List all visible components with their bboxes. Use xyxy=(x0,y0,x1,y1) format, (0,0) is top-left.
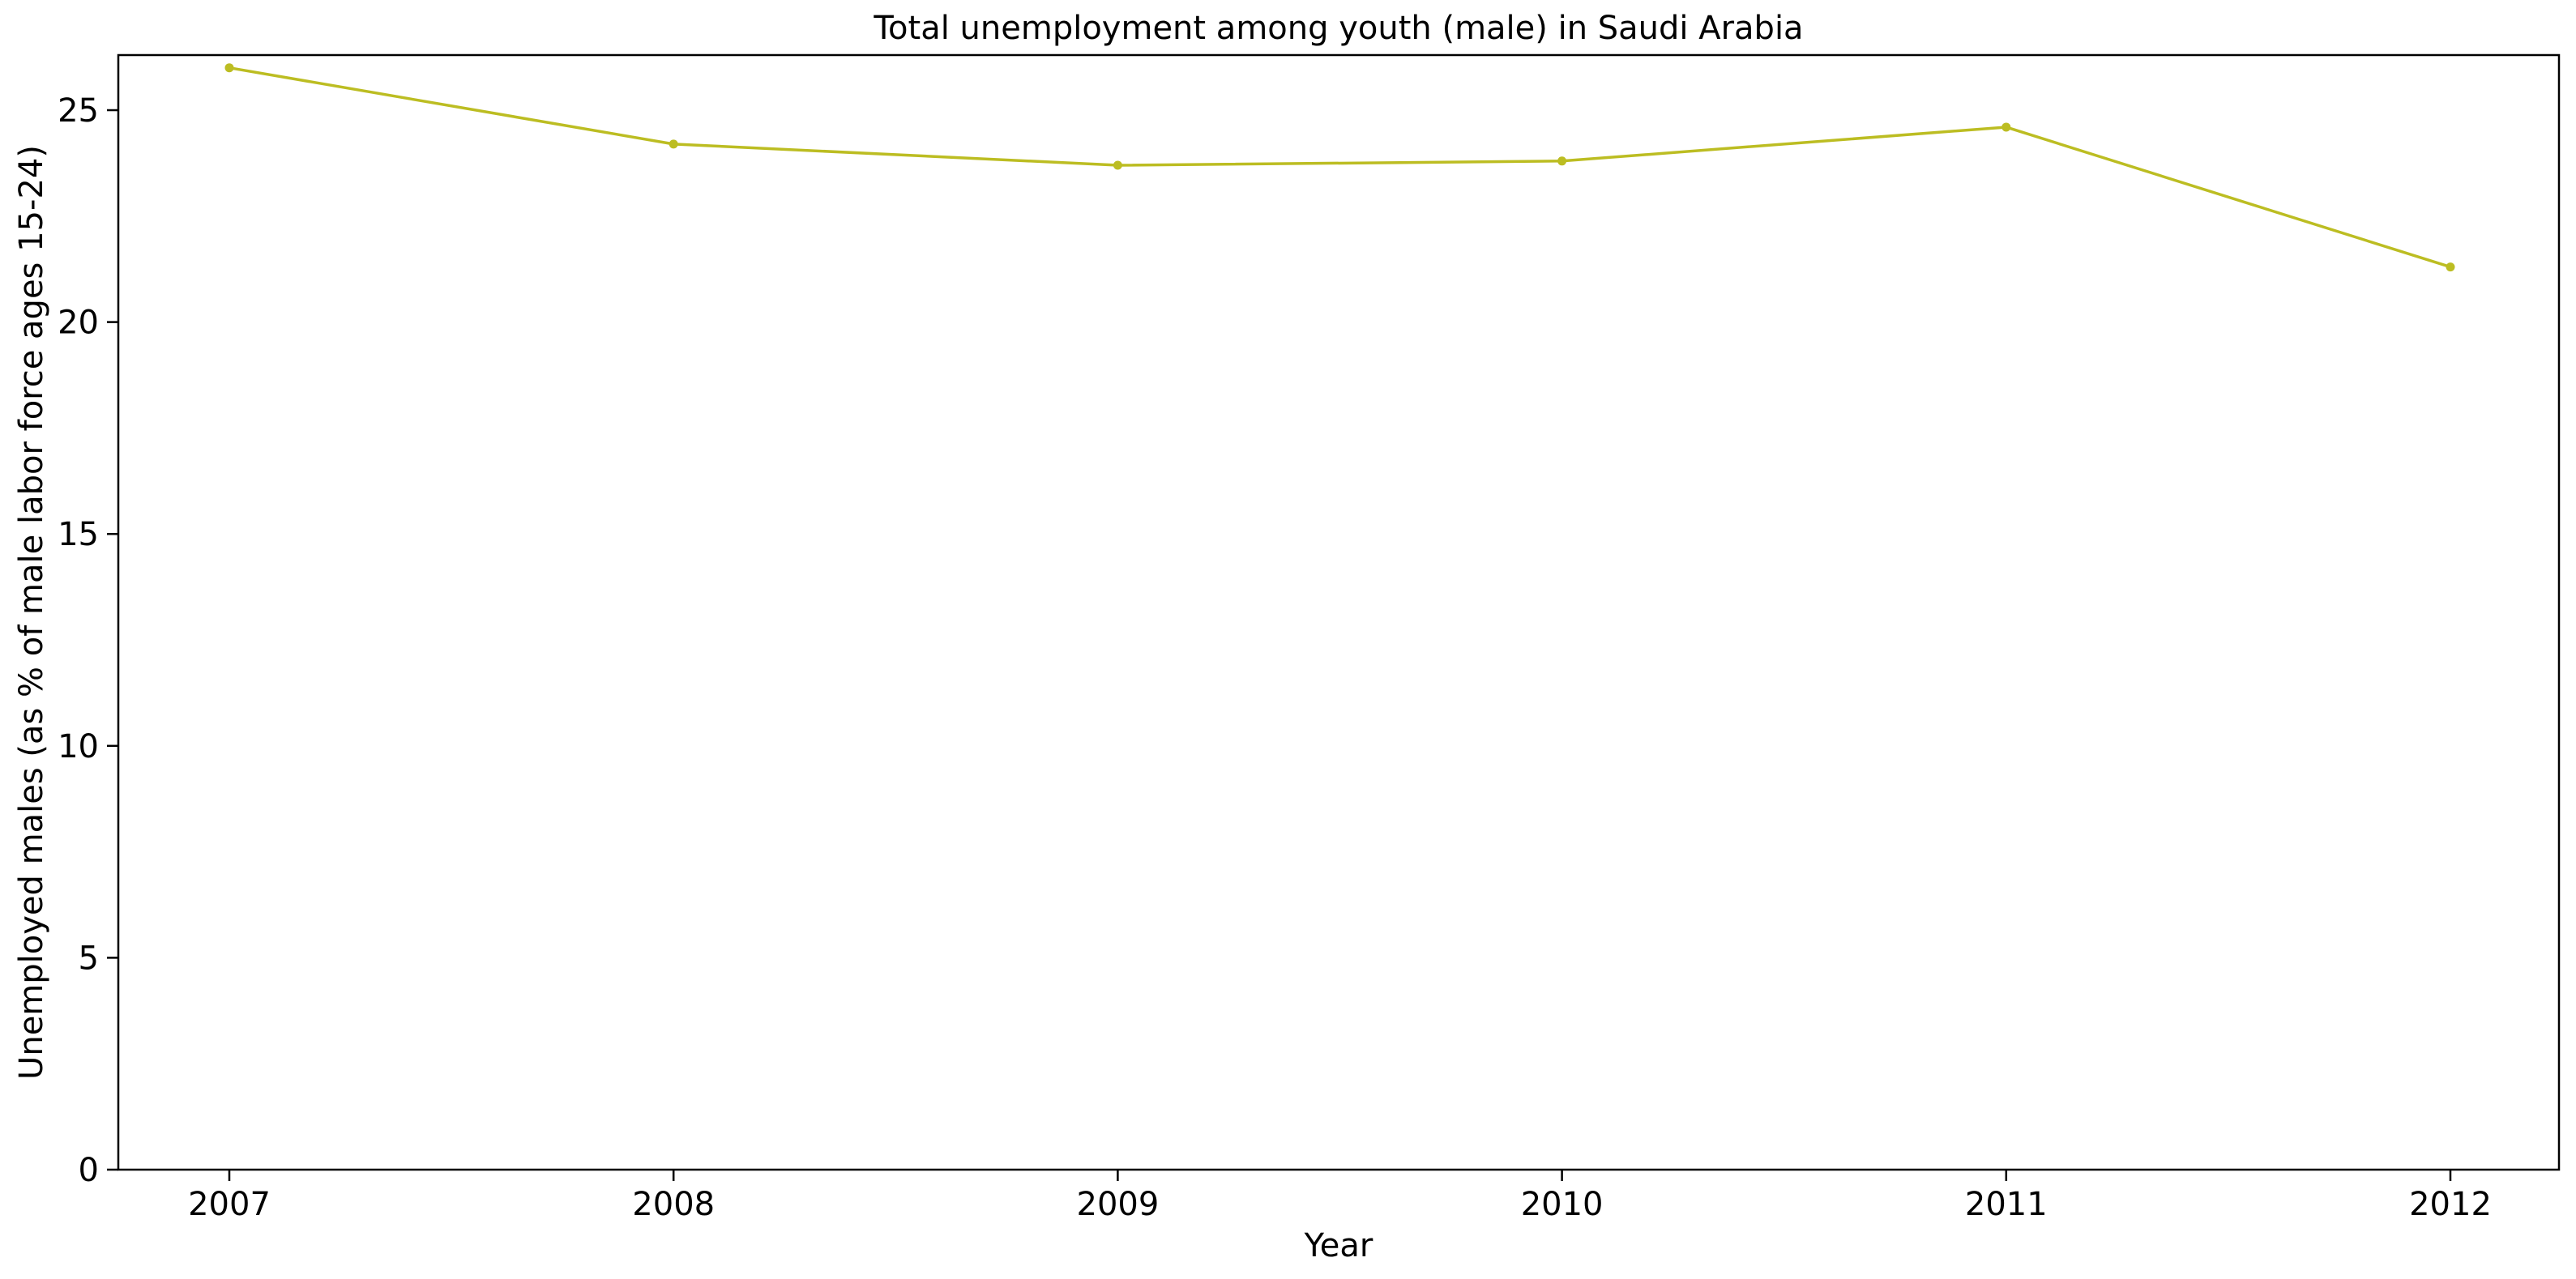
y-tick-label: 0 xyxy=(79,1152,99,1189)
x-tick-label: 2007 xyxy=(188,1186,271,1223)
series-layer xyxy=(224,63,2455,272)
x-tick-label: 2011 xyxy=(1965,1186,2048,1223)
plot-area xyxy=(117,53,2561,1171)
y-tick-label: 25 xyxy=(58,92,99,130)
x-tick-label: 2008 xyxy=(632,1186,715,1223)
data-point xyxy=(669,139,678,149)
x-tick-label: 2009 xyxy=(1077,1186,1160,1223)
y-axis-label: Unemployed males (as % of male labor for… xyxy=(13,145,50,1080)
x-axis-label: Year xyxy=(1304,1227,1373,1264)
x-axis: 2007 2008 2009 2010 2011 2012 xyxy=(188,1170,2492,1223)
data-point xyxy=(2001,122,2011,132)
data-point xyxy=(1113,160,1122,170)
x-tick-label: 2010 xyxy=(1521,1186,1604,1223)
data-point xyxy=(224,63,234,73)
data-point xyxy=(2446,262,2455,272)
y-tick-label: 5 xyxy=(79,940,99,977)
chart-title: Total unemployment among youth (male) in… xyxy=(873,10,1803,47)
y-tick-label: 10 xyxy=(58,728,99,765)
data-point xyxy=(1557,156,1567,166)
y-tick-label: 15 xyxy=(58,516,99,553)
plot-frame xyxy=(117,53,2561,1171)
y-tick-label: 20 xyxy=(58,305,99,342)
series-line xyxy=(229,66,2451,269)
y-axis: 0 5 10 15 20 25 xyxy=(58,92,118,1189)
x-tick-label: 2012 xyxy=(2409,1186,2492,1223)
